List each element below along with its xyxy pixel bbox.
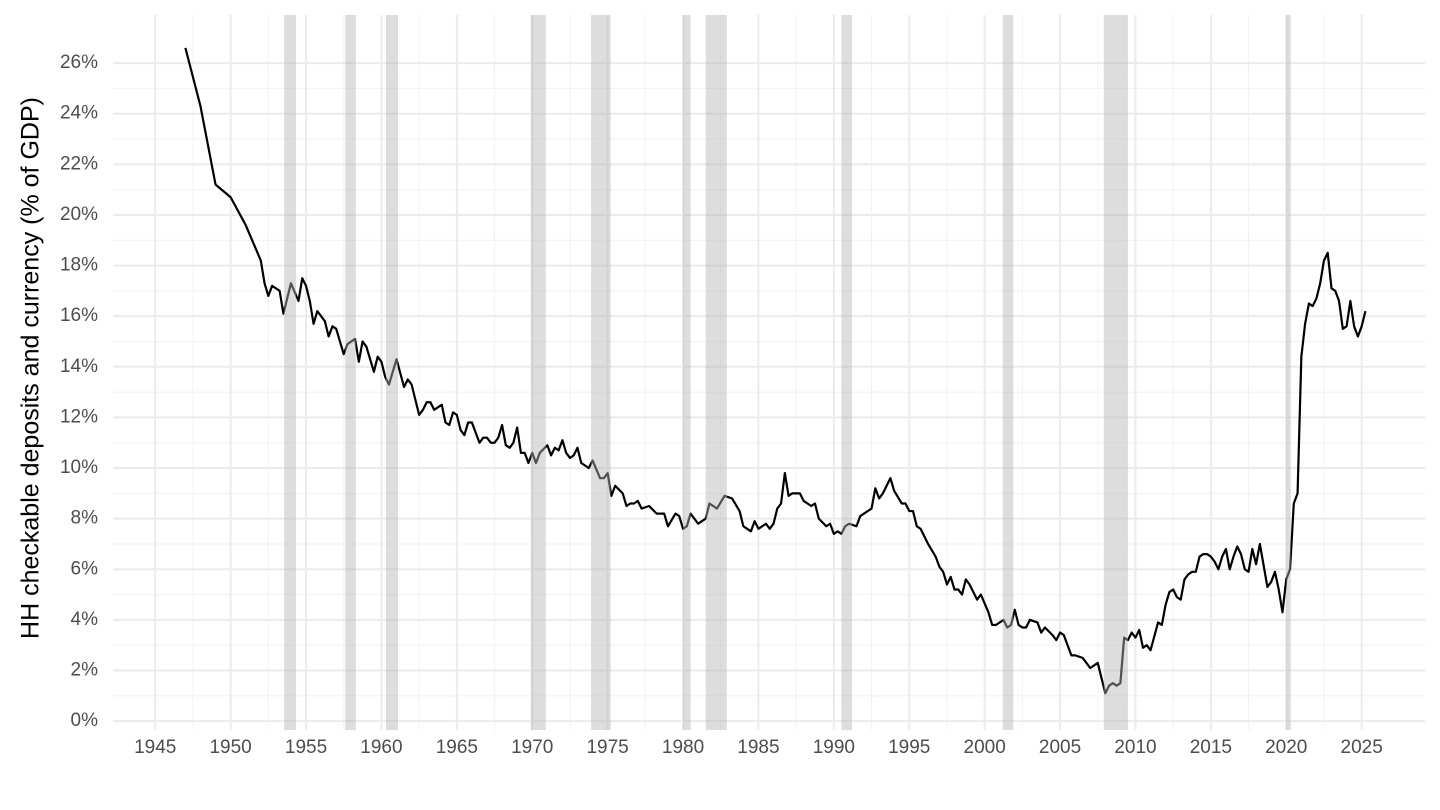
recession-band: [705, 15, 727, 730]
x-tick-label: 1970: [511, 737, 553, 758]
y-tick-label: 2%: [71, 660, 99, 681]
x-tick-label: 1980: [662, 737, 704, 758]
y-tick-label: 0%: [71, 710, 99, 731]
recession-band: [683, 15, 691, 730]
recession-band: [345, 15, 356, 730]
y-tick-label: 4%: [71, 609, 99, 630]
x-tick-label: 2025: [1341, 737, 1383, 758]
recession-band: [1002, 15, 1014, 730]
x-tick-label: 2000: [964, 737, 1006, 758]
recession-band: [841, 15, 852, 730]
recession-band: [1103, 15, 1128, 730]
y-tick-label: 24%: [60, 103, 98, 124]
x-tick-label: 1965: [436, 737, 478, 758]
recession-band: [1286, 15, 1291, 730]
x-tick-label: 2020: [1265, 737, 1307, 758]
recession-band: [591, 15, 611, 730]
x-tick-label: 1945: [134, 737, 176, 758]
y-tick-label: 10%: [60, 457, 98, 478]
recession-band: [284, 15, 297, 730]
x-tick-label: 1995: [888, 737, 930, 758]
x-tick-label: 1955: [285, 737, 327, 758]
recession-band: [530, 15, 546, 730]
x-tick-label: 1950: [209, 737, 251, 758]
y-tick-label: 12%: [60, 406, 98, 427]
y-tick-label: 26%: [60, 52, 98, 73]
recession-band: [385, 15, 399, 730]
y-axis-label: HH checkable deposits and currency (% of…: [17, 97, 45, 639]
x-tick-label: 2010: [1114, 737, 1156, 758]
data-line: [184, 47, 1367, 695]
x-tick-label: 1985: [737, 737, 779, 758]
x-tick-label: 2015: [1190, 737, 1232, 758]
y-tick-label: 6%: [71, 558, 99, 579]
x-tick-label: 1990: [813, 737, 855, 758]
y-tick-label: 18%: [60, 255, 98, 276]
y-tick-label: 8%: [71, 508, 99, 529]
x-tick-label: 2005: [1039, 737, 1081, 758]
y-tick-label: 16%: [60, 305, 98, 326]
y-tick-label: 14%: [60, 356, 98, 377]
y-tick-label: 22%: [60, 153, 98, 174]
y-tick-label: 20%: [60, 204, 98, 225]
x-tick-label: 1960: [360, 737, 402, 758]
x-tick-label: 1975: [586, 737, 628, 758]
